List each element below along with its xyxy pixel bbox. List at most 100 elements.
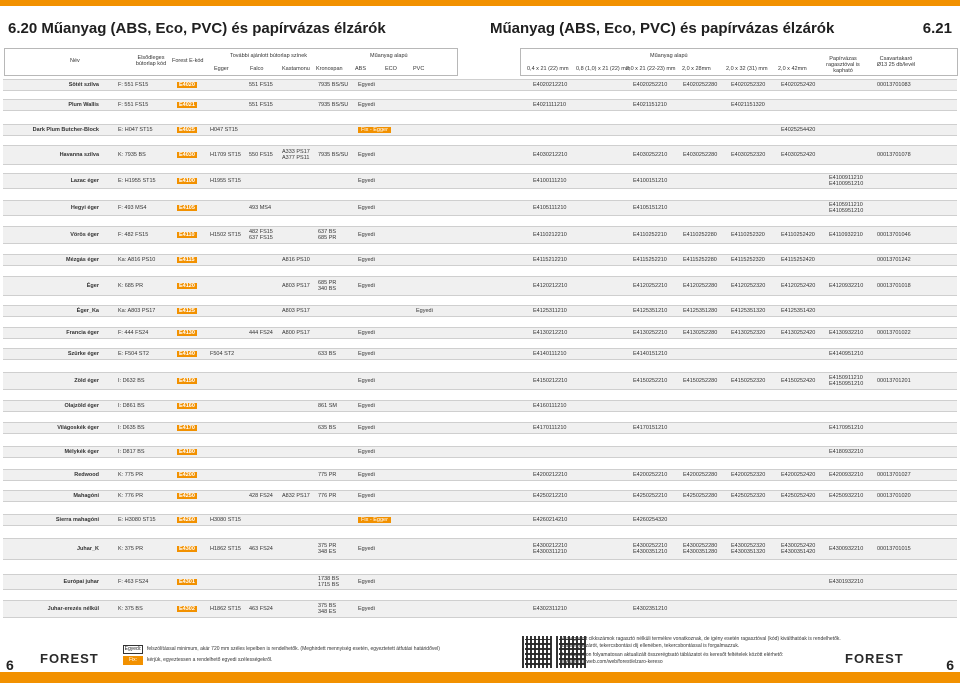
cell-abs: Egyedi bbox=[358, 545, 375, 552]
cell-prim: F: 551 FS15 bbox=[118, 81, 149, 88]
cell-c5: E4250252320 bbox=[731, 492, 766, 499]
cell-abs: Egyedi bbox=[358, 578, 375, 585]
product-name: Éger bbox=[86, 282, 99, 289]
cell-e: E4300 bbox=[177, 545, 197, 553]
cell-kron: 637 BS 685 PR bbox=[318, 228, 337, 242]
cell-abs: Egyedi bbox=[358, 350, 375, 357]
cell-c3: E4150252210 bbox=[633, 377, 668, 384]
cell-csav: 00013701242 bbox=[877, 256, 911, 263]
cell-falco: 550 FS15 bbox=[249, 151, 273, 158]
cell-c3: E4105151210 bbox=[633, 204, 668, 211]
header-eco: ECO bbox=[385, 66, 397, 72]
row-background bbox=[3, 173, 957, 189]
cell-egger: F504 ST2 bbox=[210, 350, 235, 357]
cell-c6: E4300252420 E4300351420 bbox=[781, 542, 816, 556]
row-background bbox=[3, 327, 957, 339]
table-row: Lazac éger E: H1955 ST15 E4100 H1955 ST15 Eg… bbox=[3, 173, 957, 189]
cell-kast: A816 PS10 bbox=[282, 256, 310, 263]
cell-c1: E4160111210 bbox=[533, 402, 567, 409]
cell-c5: E4300252320 E4300351320 bbox=[731, 542, 766, 556]
table-row: Mahagóni K: 776 PR E4250 428 FS24 A832 PS17 7… bbox=[3, 490, 957, 502]
cell-prim: K: 685 PR bbox=[118, 282, 144, 289]
row-background bbox=[3, 348, 957, 360]
cell-c6: E4025254420 bbox=[781, 126, 816, 133]
cell-c5: E4020252320 bbox=[731, 81, 766, 88]
cell-prim: I: D635 BS bbox=[118, 424, 145, 431]
cell-abs: Egyedi bbox=[358, 256, 375, 263]
row-background bbox=[3, 145, 957, 165]
cell-kron: 635 BS bbox=[318, 424, 337, 431]
cell-c1: E4250212210 bbox=[533, 492, 568, 499]
cell-kron: 1738 BS 1715 BS bbox=[318, 575, 340, 589]
header-papir: Papírvázas ragasztóval is kapható bbox=[826, 56, 860, 74]
product-name: Sötét szilva bbox=[68, 81, 99, 88]
cell-csav: 00013701020 bbox=[877, 492, 911, 499]
cell-c4: E4110252280 bbox=[683, 231, 717, 238]
table-row: Mézgás éger Ka: A816 PS10 E4115 A816 PS10 Eg… bbox=[3, 254, 957, 266]
product-name: Éger_Ka bbox=[76, 307, 99, 314]
cell-abs: Egyedi bbox=[358, 231, 375, 238]
cell-e: E4150 bbox=[177, 377, 197, 385]
cell-c3: E4140151210 bbox=[633, 350, 668, 357]
row-background bbox=[3, 305, 957, 317]
footer-note-1: A megadott cikkszámok ragasztó nélküli t… bbox=[562, 636, 841, 642]
cell-papir: E4140951210 bbox=[829, 350, 864, 357]
cell-prim: E: F504 ST2 bbox=[118, 350, 149, 357]
cell-c1: E4115212210 bbox=[533, 256, 567, 263]
table-row: Zöld éger I: D632 BS E4150 Egyedi E415021221… bbox=[3, 372, 957, 390]
header-right-box bbox=[520, 48, 958, 76]
product-name: Juhar_K bbox=[76, 545, 99, 552]
cell-prim: E: H047 ST15 bbox=[118, 126, 153, 133]
header-size-4: 2,0 x 28mm bbox=[682, 66, 711, 72]
cell-abs: Egyedi bbox=[358, 101, 375, 108]
cell-abs: Egyedi bbox=[358, 81, 375, 88]
cell-c4: E4250252280 bbox=[683, 492, 718, 499]
cell-c3: E4300252210 E4300351210 bbox=[633, 542, 668, 556]
cell-c3: E4250252210 bbox=[633, 492, 668, 499]
cell-c4: E4130252280 bbox=[683, 329, 718, 336]
cell-falco: 551 FS15 bbox=[249, 81, 273, 88]
cell-c6: E4020252420 bbox=[781, 81, 816, 88]
cell-c1: E4200212210 bbox=[533, 471, 568, 478]
cell-e: E4260 bbox=[177, 516, 197, 524]
cell-c3: E4110252210 bbox=[633, 231, 667, 238]
cell-c3: E4260254320 bbox=[633, 516, 668, 523]
table-row: Juhar-erezés nélkül K: 375 BS E4302 H1862 S… bbox=[3, 600, 957, 618]
cell-egger: H1709 ST15 bbox=[210, 151, 241, 158]
product-name: Sierra mahagóni bbox=[55, 516, 99, 523]
cell-c1: E4302311210 bbox=[533, 605, 567, 612]
cell-kron: 775 PR bbox=[318, 471, 337, 478]
cell-c5: E4030252320 bbox=[731, 151, 766, 158]
cell-kast: A333 PS17 A377 PS11 bbox=[282, 148, 310, 162]
header-egger: Egger bbox=[214, 66, 229, 72]
page-number-bottom-right: 6 bbox=[946, 657, 954, 673]
cell-prim: E: H1955 ST15 bbox=[118, 177, 156, 184]
cell-c1: E4100111210 bbox=[533, 177, 567, 184]
cell-kron: 861 SM bbox=[318, 402, 337, 409]
cell-c3: E4120252210 bbox=[633, 282, 668, 289]
cell-prim: K: 375 BS bbox=[118, 605, 143, 612]
cell-prim: I: D817 BS bbox=[118, 448, 145, 455]
cell-kron: 375 BS 348 ES bbox=[318, 602, 337, 616]
page-title-right: 6.21 bbox=[923, 20, 952, 37]
cell-kron: 633 BS bbox=[318, 350, 337, 357]
cell-kron: 375 PR 348 ES bbox=[318, 542, 337, 556]
product-name: Dark Plum Butcher-Block bbox=[32, 126, 99, 133]
product-name: Olajzöld éger bbox=[64, 402, 99, 409]
cell-papir: E4250932210 bbox=[829, 492, 864, 499]
cell-e: E4130 bbox=[177, 329, 197, 337]
cell-c1: E4020212210 bbox=[533, 81, 568, 88]
cell-c4: E4200252280 bbox=[683, 471, 718, 478]
forest-logo-right: FOREST bbox=[845, 651, 904, 666]
footer-web-link[interactable]: www.forestweb.com/web/forest/elzaro-kere… bbox=[562, 659, 663, 665]
cell-falco: 428 FS24 bbox=[249, 492, 273, 499]
footer-note-3: Honlapunkon folyamatosan aktualizált öss… bbox=[562, 652, 784, 658]
table-row: Juhar_K K: 375 PR E4300 H1862 ST15 463 FS24 3… bbox=[3, 538, 957, 560]
cell-kast: A803 PS17 bbox=[282, 307, 310, 314]
product-name: Plum Wallis bbox=[68, 101, 99, 108]
cell-c1: E4030212210 bbox=[533, 151, 568, 158]
cell-abs: Egyedi bbox=[358, 471, 375, 478]
cell-papir: E4130932210 bbox=[829, 329, 864, 336]
cell-c1: E4120212210 bbox=[533, 282, 568, 289]
cell-c4: E4115252280 bbox=[683, 256, 717, 263]
